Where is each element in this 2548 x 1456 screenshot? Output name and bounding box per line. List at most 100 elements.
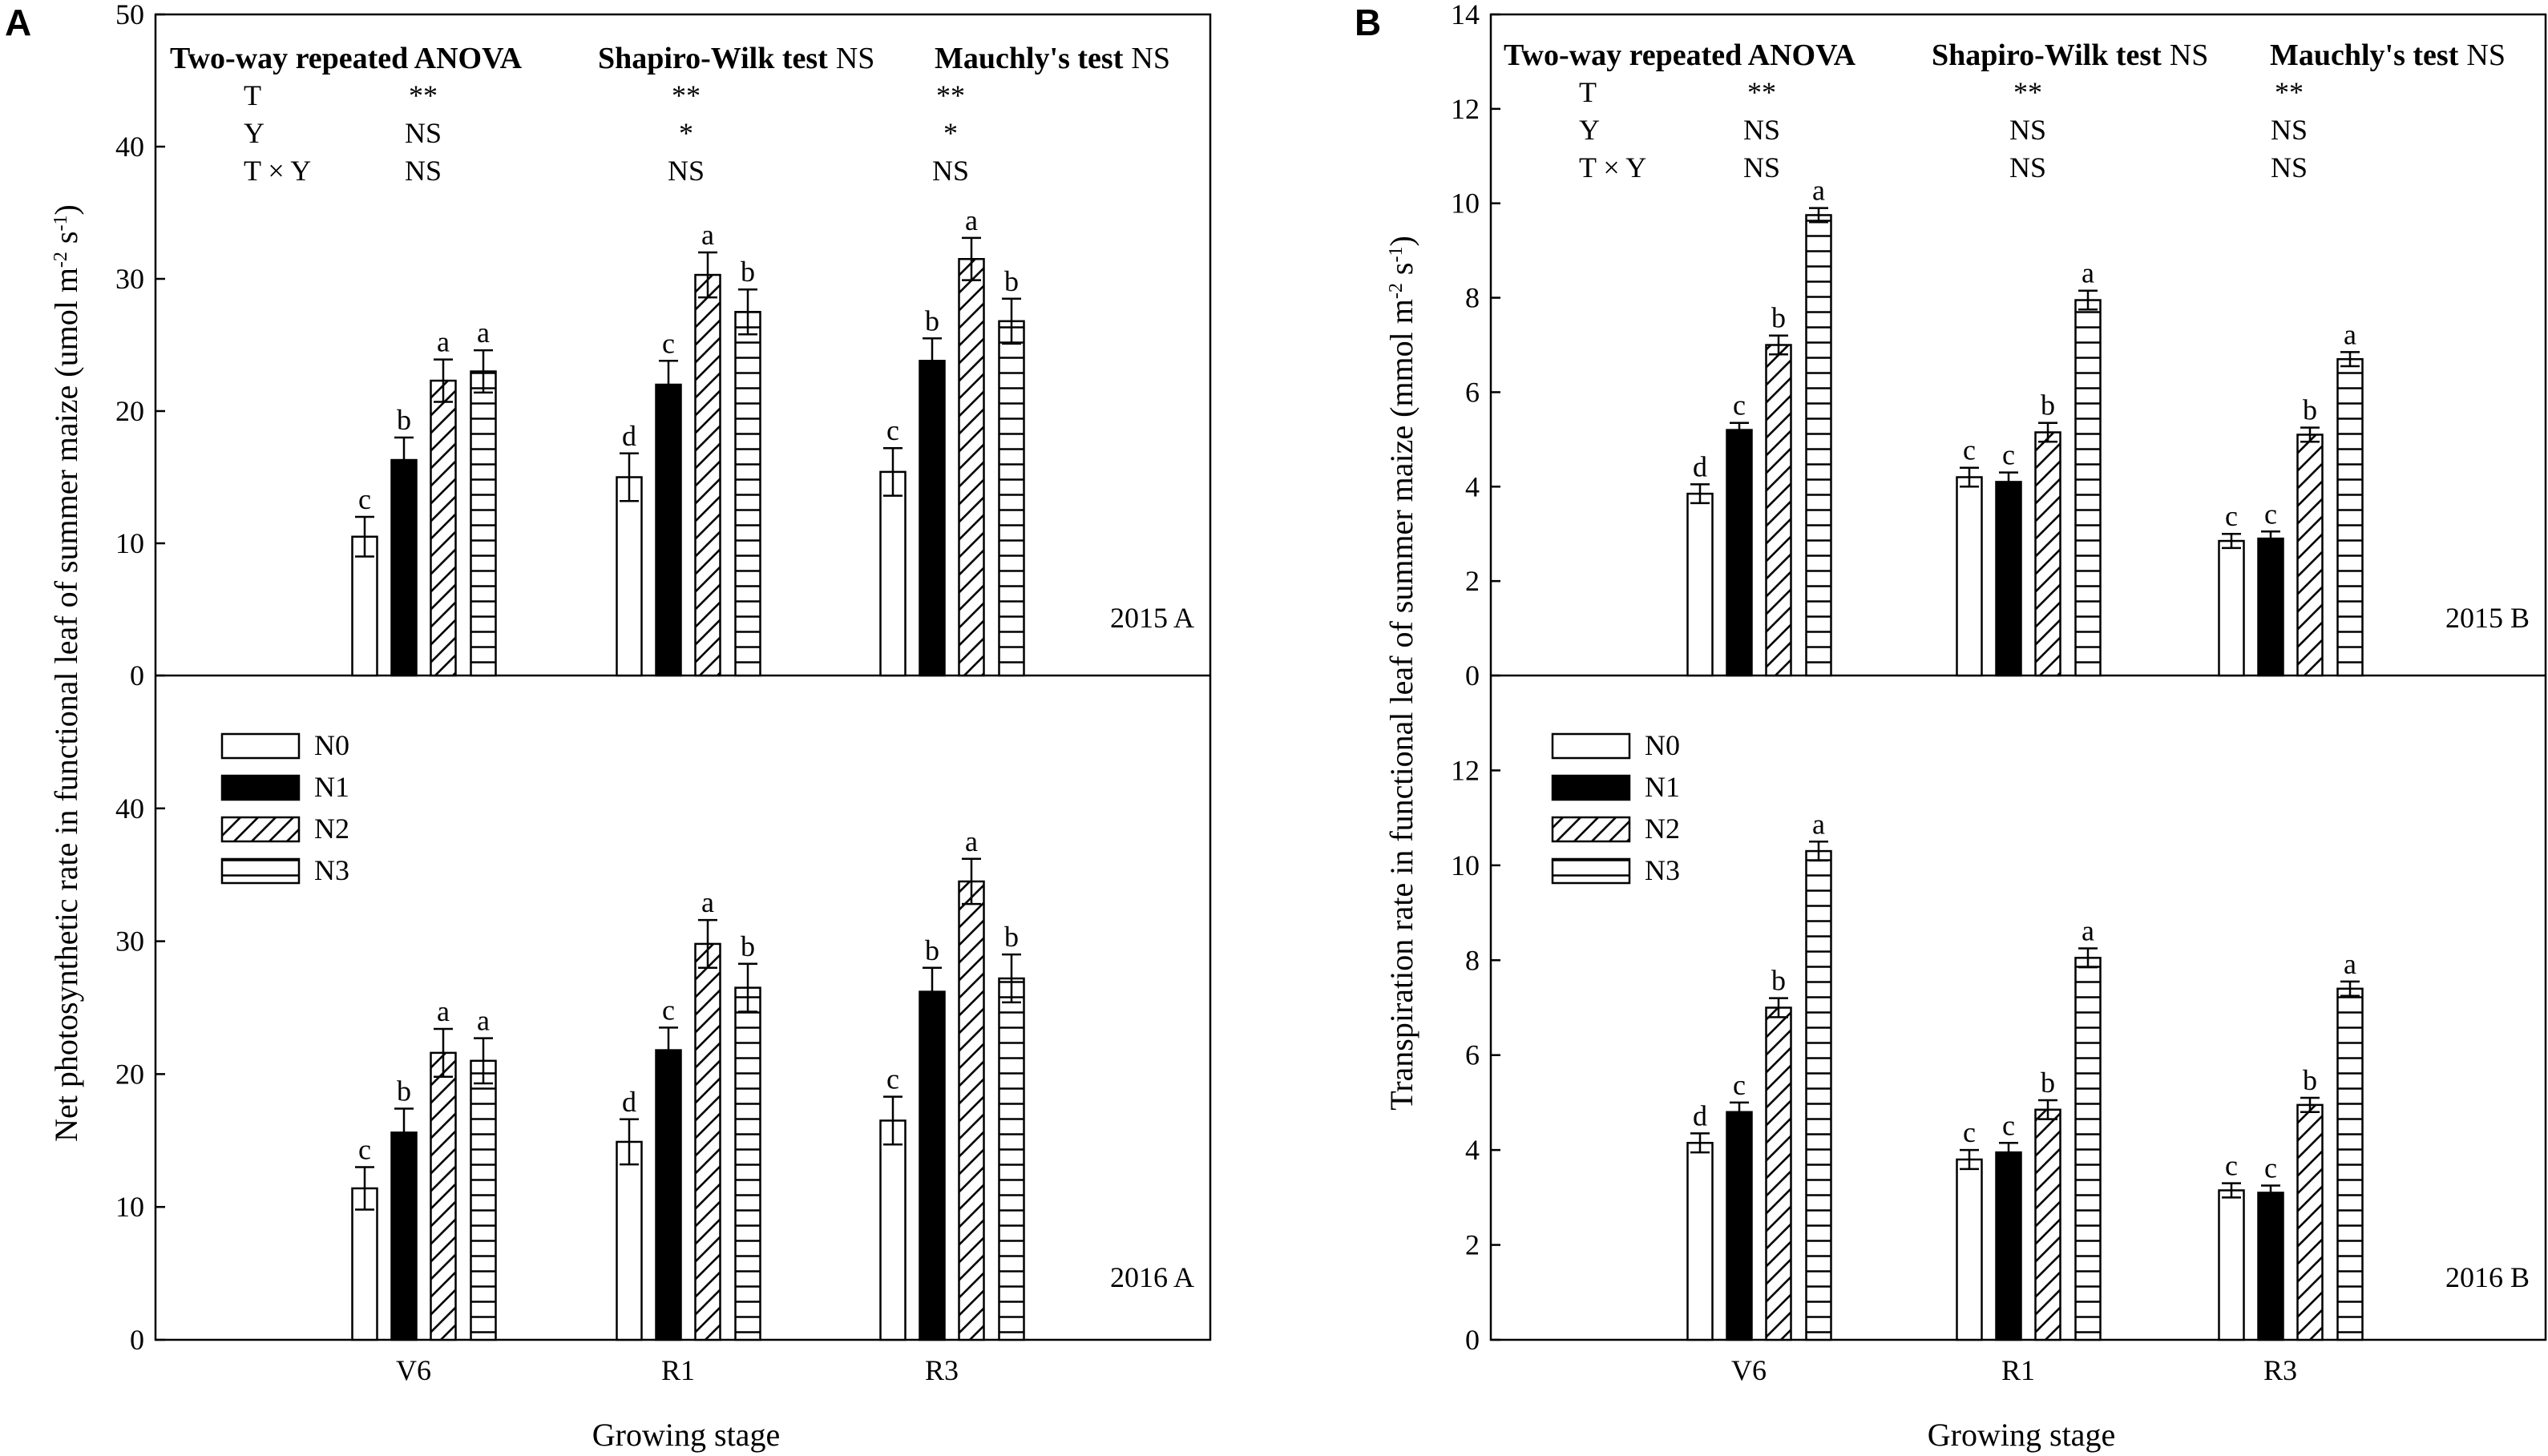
bar-n0-v6 [351, 1187, 378, 1341]
stats-mauchly-t-b: ** [2275, 76, 2304, 108]
panel-letter-b: B [1355, 2, 1381, 43]
significance-letter: c [886, 414, 899, 446]
significance-letter: b [2041, 1067, 2055, 1099]
x-axis-title-a: Growing stage [592, 1417, 780, 1453]
x-axis-title-b: Growing stage [1928, 1417, 2115, 1453]
x-tick-label: R1 [661, 1354, 695, 1386]
bar-n0-r3 [2218, 1189, 2245, 1341]
bar-n2-r1 [2034, 431, 2061, 677]
significance-letter: c [2002, 439, 2015, 471]
stats-header-anova-b: Two-way repeated ANOVA [1504, 38, 1856, 72]
significance-letter: a [965, 204, 978, 236]
significance-letter: d [622, 420, 636, 452]
bar-n3-v6 [1805, 849, 1832, 1341]
stats-anova-y-b: NS [1743, 114, 1780, 146]
stats-row-label-t-b: T [1579, 76, 1597, 108]
bar-n3-r3 [998, 977, 1025, 1341]
significance-letter: a [2344, 318, 2356, 350]
bar-n1-v6 [390, 458, 418, 677]
stats-row-label-y-a: Y [244, 117, 264, 149]
stats-header-shapiro-a: Shapiro-Wilk test NS [598, 42, 874, 75]
year-tag-2016-a: 2016 A [1110, 1261, 1194, 1293]
legend-b: N0 N1 N2 N3 [1551, 729, 1680, 886]
legend-swatch-n1 [220, 774, 301, 801]
stats-header-shapiro-b: Shapiro-Wilk test NS [1932, 38, 2208, 72]
year-tag-2016-b: 2016 B [2445, 1261, 2530, 1293]
plot-frame-a [154, 13, 1212, 1341]
y-axis-title-b: Transpiration rate in functional leaf of… [1383, 236, 1419, 1111]
significance-letter: b [397, 1075, 411, 1107]
bar-n3-r1 [2074, 957, 2102, 1341]
x-tick-label: R3 [2263, 1354, 2297, 1386]
stats-shapiro-txy-a: NS [668, 155, 705, 187]
bar-n1-r1 [655, 383, 682, 677]
significance-letter: c [2264, 1152, 2277, 1184]
stats-mauchly-y-a: * [943, 117, 958, 149]
y-tick-label: 6 [1465, 1039, 1480, 1071]
significance-letter: b [925, 305, 939, 337]
legend-swatch-n3 [1551, 857, 1631, 885]
bar-n2-v6 [1765, 1006, 1792, 1341]
y-tick-label: 40 [115, 793, 144, 825]
stats-anova-y-a: NS [405, 117, 442, 149]
stats-shapiro-txy-b: NS [2009, 151, 2046, 184]
stats-shapiro-t-a: ** [672, 79, 701, 111]
bar-n3-r1 [2074, 299, 2102, 677]
bar-n0-r3 [879, 470, 907, 677]
bar-n3-v6 [470, 370, 497, 677]
significance-letter: c [2225, 500, 2238, 532]
significance-letter: a [437, 326, 450, 358]
significance-letter: b [1004, 921, 1019, 953]
significance-letter: b [1771, 302, 1786, 334]
y-tick-label: 8 [1465, 944, 1480, 976]
stats-header-anova-a: Two-way repeated ANOVA [170, 42, 523, 75]
significance-letter: c [1733, 389, 1746, 421]
y-axis-title-a: Net photosynthetic rate in functional le… [48, 204, 84, 1142]
legend-label-n3: N3 [314, 854, 349, 886]
bar-n1-r3 [919, 360, 946, 677]
bar-n0-v6 [1686, 492, 1714, 677]
y-tick-label: 0 [130, 1324, 144, 1356]
x-tick-label: R1 [2001, 1354, 2035, 1386]
bar-n0-r1 [1956, 1158, 1983, 1341]
significance-letter: c [358, 483, 371, 515]
significance-letter: b [925, 934, 939, 966]
bar-n1-r1 [655, 1049, 682, 1341]
stats-anova-txy-a: NS [405, 155, 442, 187]
bar-n2-r1 [694, 273, 721, 677]
significance-letter: b [2303, 394, 2317, 426]
stats-header-mauchly-a: Mauchly's test NS [935, 42, 1170, 75]
y-tick-label: 8 [1465, 282, 1480, 314]
panel-letter-a: A [5, 2, 31, 43]
significance-letter: c [886, 1063, 899, 1095]
significance-letter: c [2002, 1109, 2015, 1141]
bar-n3-v6 [470, 1059, 497, 1341]
bar-n1-r3 [2257, 1192, 2284, 1341]
bar-n3-r1 [734, 986, 761, 1341]
y-tick-label: 6 [1465, 376, 1480, 408]
significance-letter: c [662, 994, 675, 1026]
stats-anova-txy-b: NS [1743, 151, 1780, 184]
y-tick-label: 10 [1451, 188, 1480, 220]
bar-n0-v6 [1686, 1142, 1714, 1341]
legend-label-n0: N0 [314, 729, 349, 761]
legend-swatch-n2 [1551, 816, 1631, 843]
bar-n0-r3 [2218, 539, 2245, 677]
stats-row-label-y-b: Y [1579, 114, 1600, 146]
y-tick-label: 10 [1451, 849, 1480, 881]
bar-n2-r1 [694, 942, 721, 1341]
x-tick-label: R3 [925, 1354, 959, 1386]
significance-letter: a [1812, 808, 1825, 840]
y-tick-label: 4 [1465, 470, 1480, 502]
x-tick-label: V6 [1731, 1354, 1767, 1386]
stats-anova-t-b: ** [1747, 76, 1776, 108]
y-tick-label: 2 [1465, 565, 1480, 597]
stats-shapiro-t-b: ** [2013, 76, 2042, 108]
bar-n1-v6 [1726, 429, 1753, 677]
significance-letter: c [1733, 1069, 1746, 1101]
significance-letter: a [2344, 948, 2356, 980]
stats-mauchly-txy-b: NS [2271, 151, 2308, 184]
significance-letter: b [397, 404, 411, 436]
y-tick-label: 30 [115, 926, 144, 958]
bar-n2-r1 [2034, 1108, 2061, 1341]
